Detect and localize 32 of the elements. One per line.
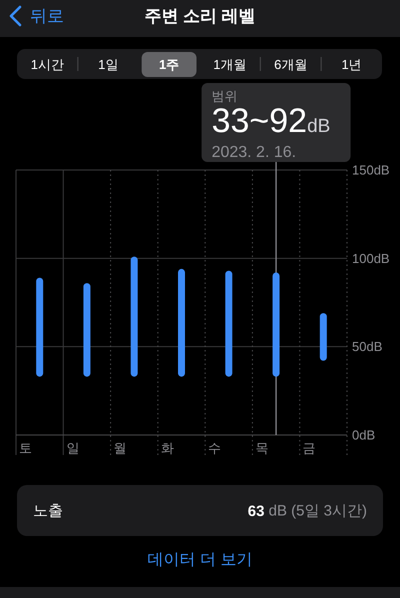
bar (36, 278, 44, 377)
x-tick-label: 목 (255, 440, 268, 456)
text: 63 dB (5일 3시간) (248, 502, 367, 520)
text: 2023. 2. 16. (212, 144, 296, 161)
text: 33~92dB (212, 102, 330, 140)
x-tick-label: 월 (114, 440, 127, 456)
text: 범위 (212, 88, 238, 104)
text: 1주 (158, 57, 180, 72)
x-tick-label: 화 (160, 440, 174, 456)
y-tick-label: 150dB (352, 162, 390, 178)
bar (320, 313, 327, 361)
bar (130, 256, 138, 377)
text: 1개월 (213, 57, 247, 72)
y-tick-label: 50dB (352, 339, 382, 354)
text: 6개월 (274, 57, 308, 72)
text: 1일 (98, 57, 118, 72)
text: 노출 (33, 502, 63, 520)
chart-title: 주변 소리 레벨 (144, 6, 256, 26)
text: 1년 (341, 57, 362, 72)
bar (225, 270, 232, 377)
x-tick-label: 일 (66, 440, 80, 456)
x-tick-label: 금 (302, 440, 316, 456)
bar (178, 268, 185, 377)
y-tick-label: 100dB (352, 250, 390, 266)
y-tick-label: 0dB (352, 428, 376, 442)
x-tick-label: 수 (208, 440, 222, 456)
text: 뒤로 (30, 6, 64, 26)
text: 1시간 (30, 57, 64, 72)
text: 데이터 더 보기 (148, 552, 252, 568)
x-tick-label: 토 (19, 440, 32, 456)
bar (272, 272, 280, 377)
bar (83, 283, 90, 377)
